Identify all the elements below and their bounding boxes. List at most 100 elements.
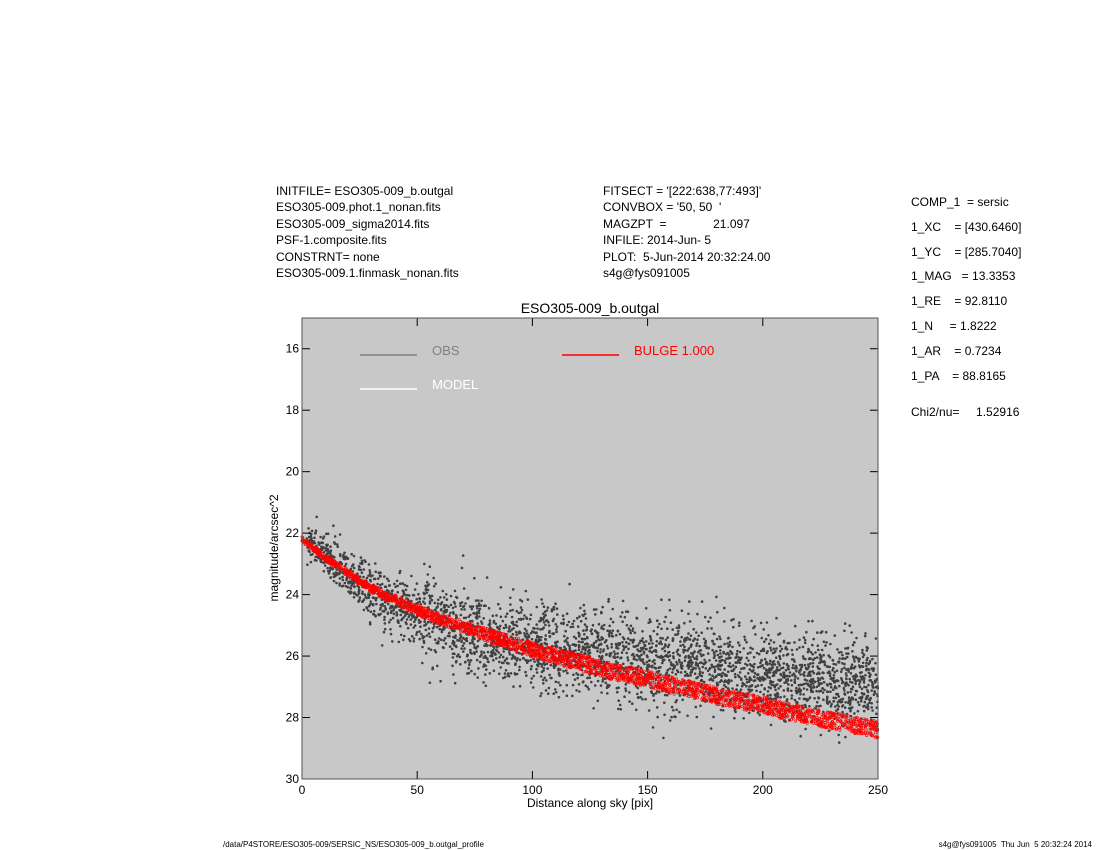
obs-point	[795, 648, 799, 651]
obs-point	[832, 674, 836, 677]
obs-point	[472, 643, 476, 646]
obs-point	[672, 666, 676, 670]
obs-point	[841, 657, 845, 660]
obs-point	[639, 646, 643, 650]
obs-point	[473, 672, 477, 676]
obs-point	[400, 617, 404, 621]
obs-point	[704, 639, 708, 643]
obs-point	[807, 619, 810, 623]
obs-point	[307, 527, 310, 530]
obs-point	[756, 684, 760, 687]
obs-point	[584, 684, 588, 687]
obs-point	[849, 672, 853, 675]
obs-point	[554, 680, 558, 684]
obs-point	[858, 703, 861, 707]
obs-point	[687, 654, 690, 658]
param-line: 1_RE = 92.8110	[911, 294, 1008, 309]
obs-point	[714, 659, 718, 662]
header-line: INITFILE= ESO305-009_b.outgal	[276, 184, 454, 198]
obs-point	[538, 662, 541, 665]
obs-point	[485, 668, 488, 671]
obs-point	[779, 685, 782, 688]
bulge-point	[852, 716, 856, 720]
bulge-point	[450, 626, 454, 630]
bulge-point	[797, 708, 801, 712]
obs-point	[750, 619, 753, 623]
obs-point	[611, 635, 615, 638]
obs-point	[344, 584, 348, 588]
obs-point	[464, 639, 468, 642]
obs-point	[851, 655, 855, 658]
obs-point	[809, 662, 812, 665]
obs-point	[452, 644, 456, 647]
obs-point	[629, 631, 632, 635]
obs-point	[795, 700, 798, 704]
obs-point	[383, 605, 387, 608]
obs-point	[794, 675, 797, 679]
obs-point	[559, 646, 563, 650]
obs-point	[730, 618, 733, 622]
obs-point	[368, 573, 372, 577]
obs-point	[822, 710, 825, 714]
obs-point	[750, 684, 753, 687]
obs-point	[365, 606, 368, 609]
obs-point	[404, 614, 407, 617]
obs-point	[496, 625, 499, 629]
obs-point	[493, 651, 496, 655]
obs-point	[469, 659, 473, 662]
obs-point	[870, 702, 873, 705]
obs-point	[744, 662, 747, 666]
obs-point	[371, 602, 375, 606]
obs-point	[462, 642, 466, 645]
obs-point	[554, 623, 558, 626]
param-line: COMP_1 = sersic	[911, 195, 1009, 209]
obs-point	[724, 673, 728, 677]
obs-point	[688, 600, 691, 603]
obs-point	[452, 612, 455, 615]
obs-point	[659, 673, 662, 676]
obs-point	[769, 668, 773, 671]
obs-point	[706, 652, 710, 655]
obs-point	[824, 630, 828, 634]
obs-point	[759, 690, 762, 694]
obs-point	[683, 670, 687, 674]
obs-point	[427, 606, 430, 609]
obs-point	[712, 656, 716, 659]
obs-point	[769, 686, 772, 690]
obs-point	[534, 631, 538, 635]
obs-point	[491, 649, 495, 652]
obs-point	[795, 686, 798, 690]
obs-point	[426, 584, 429, 588]
obs-point	[844, 735, 847, 739]
bulge-point	[693, 697, 697, 701]
bulge-point	[447, 625, 451, 629]
obs-point	[695, 644, 698, 647]
bulge-point	[543, 646, 547, 650]
obs-point	[639, 659, 642, 662]
obs-point	[692, 627, 695, 631]
obs-point	[455, 659, 458, 663]
bulge-point	[421, 616, 425, 620]
obs-point	[777, 678, 780, 682]
obs-point	[453, 652, 456, 656]
obs-point	[482, 665, 485, 668]
obs-point	[734, 656, 737, 659]
bulge-point	[687, 693, 691, 697]
obs-point	[627, 642, 631, 646]
obs-point	[860, 671, 863, 674]
bulge-point	[773, 698, 777, 702]
bulge-point	[618, 678, 622, 682]
obs-point	[586, 646, 590, 649]
obs-point	[547, 624, 551, 627]
header-line: ESO305-009.1.finmask_nonan.fits	[276, 266, 459, 281]
obs-point	[770, 683, 774, 687]
obs-point	[824, 644, 827, 647]
obs-point	[541, 602, 544, 605]
obs-point	[711, 665, 714, 669]
obs-point	[751, 647, 754, 651]
obs-point	[822, 640, 826, 643]
obs-point	[328, 569, 332, 573]
obs-point	[542, 667, 546, 670]
obs-point	[848, 677, 851, 681]
obs-point	[720, 655, 723, 658]
